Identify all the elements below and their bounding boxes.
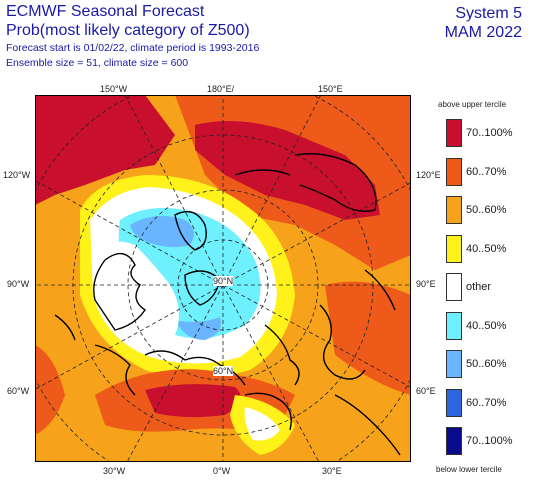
legend-swatch [446,119,462,147]
anomaly-region-above-70-europe [145,384,241,418]
legend-item: 60..70% [446,157,526,188]
lon-label-left-3: 60°W [7,386,30,396]
lon-label-left-1: 120°W [3,170,31,180]
legend-swatch [446,388,462,417]
coastlines [54,153,401,456]
legend-item: 70..100% [446,119,526,149]
lon-label-bottom-3: 30°E [322,466,342,476]
legend-item: 40..50% [446,311,526,342]
lon-label-top-1: 150°W [100,84,128,94]
ensemble-size-text: Ensemble size = 51, climate size = 600 [6,56,189,69]
lon-label-bottom-1: 30°W [103,466,126,476]
region-other-pole [105,241,179,339]
lat-label-60n: 60°N [213,366,234,376]
lat-label-90n: 90°N [213,276,234,286]
legend-top-title: above upper tercile [438,100,507,109]
legend-label: 40..50% [466,319,507,332]
lon-label-right-3: 60°E [416,386,436,396]
legend-bottom-title: below lower tercile [436,465,502,474]
legend-item: 70..100% [446,427,526,457]
legend-label: 70..100% [466,127,513,139]
map-frame [35,95,411,462]
lon-label-bottom-2: 0°W [213,466,231,476]
lon-label-top-2: 180°E/ [207,84,235,94]
legend-item: 50..60% [446,196,526,226]
anomaly-region-above-70-ne [195,121,380,220]
legend-item: 40..50% [446,234,526,265]
legend-label: 50..60% [466,358,507,370]
lon-label-left-2: 90°W [7,279,30,289]
legend-label: 40..50% [466,242,507,255]
anomaly-region-60-70-west [35,345,65,435]
chart-subtitle: Prob(most likely category of Z500) [6,22,250,39]
legend-swatch [446,157,462,186]
anomaly-region-60-70-east [325,281,411,395]
legend-swatch [446,350,462,378]
lon-label-top-3: 150°E [318,84,343,94]
legend-item: other [446,273,526,303]
legend-swatch [446,196,462,224]
legend-item: 60..70% [446,388,526,419]
forecast-start-text: Forecast start is 01/02/22, climate peri… [6,42,260,54]
lon-label-right-1: 120°E [416,170,441,180]
lon-label-right-2: 90°E [416,279,436,289]
legend-item: 50..60% [446,350,526,380]
legend-swatch [446,311,462,340]
header-left: ECMWF Seasonal Forecast Prob(most likely… [6,4,259,68]
anomaly-region-below-50-60 [130,216,194,248]
anomaly-region-below-50-60-b [175,317,221,340]
season-label: MAM 2022 [444,24,522,42]
graticule [35,95,411,462]
legend-swatch [446,234,462,263]
legend-swatch [446,273,462,301]
legend-swatch [446,427,462,455]
legend-label: 50..60% [466,204,507,216]
anomaly-region-above-70-nw [35,95,175,205]
polar-map [35,95,411,462]
header-right: System 5 MAM 2022 [445,4,522,42]
legend-label: 70..100% [466,435,513,447]
map-svg [35,95,411,462]
chart-title: ECMWF Seasonal Forecast [6,3,205,20]
legend-label: 60..70% [466,165,507,178]
legend-label: 60..70% [466,396,507,409]
system-label: System 5 [455,5,522,22]
legend-label: other [466,281,492,293]
